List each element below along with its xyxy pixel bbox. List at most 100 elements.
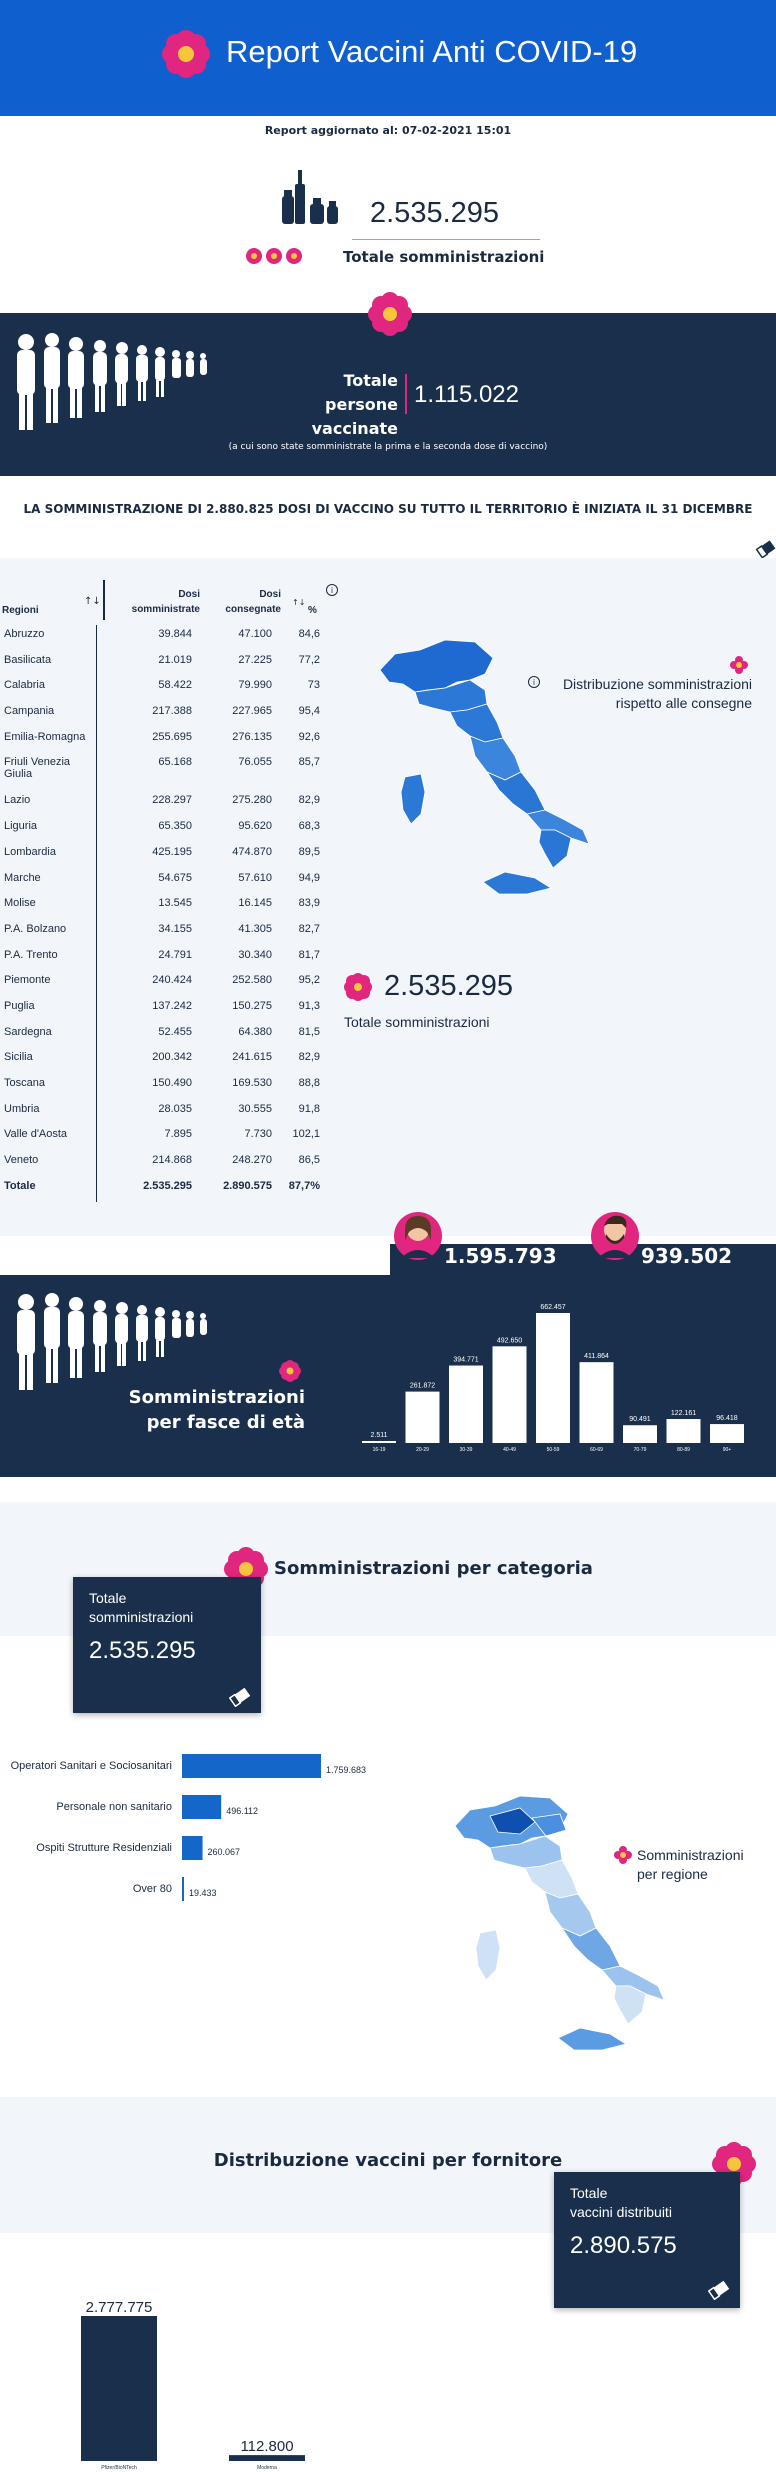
info-icon[interactable]: i [528,676,540,688]
map2-caption: Somministrazioni per regione [637,1846,744,1884]
categoria-total-card: Totale somministrazioni 2.535.295 [73,1577,261,1713]
region-name: Piemonte [0,971,97,997]
region-name: Umbria [0,1099,97,1126]
info-icon[interactable]: i [326,584,338,596]
delivered-doses: 47.100 [238,628,272,640]
percentage: 88,8 [298,1077,320,1089]
age-category-label: 40-49 [503,1447,516,1453]
percentage: 81,5 [298,1025,320,1038]
map1-caption-line1: Distribuzione somministrazioni [562,676,752,692]
given-doses: 7.895 [164,1128,192,1141]
table-row: Marche 54.675 57.610 94,9 [0,868,324,895]
percentage: 83,9 [298,897,320,910]
table-row: Sicilia 200.342 241.615 82,9 [0,1048,324,1074]
age-category-label: 50-59 [547,1447,560,1453]
region-name: Basilicata [0,650,97,677]
delivered-doses: 275.280 [232,794,272,807]
given-doses: 150.490 [152,1077,192,1089]
percentage: 77,2 [298,653,320,666]
flower-icon [614,1846,632,1864]
category-bar-value: 1.759.683 [326,1765,366,1775]
region-name: Campania [0,702,97,728]
region-name: Marche [0,868,97,895]
region-name: Sardegna [0,1022,97,1049]
age-category-label: 90+ [723,1447,732,1453]
region-name: P.A. Trento [0,945,97,972]
total-administrations-value: 2.535.295 [370,197,500,229]
given-doses: 52.455 [158,1025,192,1038]
percentage: 92,6 [298,730,320,743]
vaccinated-section [0,313,776,476]
table-row: Valle d'Aosta 7.895 7.730 102,1 [0,1125,324,1152]
card-label: Totale vaccini distribuiti [570,2184,672,2222]
region-name: Calabria [0,676,97,703]
age-title-line1: Somministrazioni [128,1387,305,1408]
percentage: 89,5 [298,845,320,858]
given-doses: 425.195 [152,845,192,858]
card-label-line2: vaccini distribuiti [570,2204,672,2220]
given-doses: 228.297 [152,794,192,807]
map1-total-label: Totale somministrazioni [344,1014,490,1030]
eraser-icon[interactable] [708,2280,730,2300]
crowd-illustration-icon [17,1293,207,1390]
given-doses: 28.035 [158,1102,192,1115]
sort-icon[interactable]: ↑↓ [84,596,101,607]
table-row: Veneto 214.868 248.270 86,5 [0,1151,324,1177]
percentage: 73 [307,679,320,692]
delivered-doses: 27.225 [238,653,272,666]
age-bar [449,1365,483,1443]
flower-icon [368,292,412,336]
given-doses: 65.168 [158,756,192,769]
age-bar [666,1419,701,1443]
categoria-title: Somministrazioni per categoria [274,1558,593,1579]
category-bar-value: 19.433 [189,1888,217,1898]
category-label: Ospiti Strutture Residenziali [36,1842,172,1854]
vendor-bar-value: 112.800 [240,2438,293,2455]
card-label-line2: somministrazioni [89,1609,194,1625]
th-regions[interactable]: Regioni [2,605,39,616]
rollout-banner: LA SOMMINISTRAZIONE DI 2.880.825 DOSI DI… [23,502,753,516]
map1-caption: Distribuzione somministrazioni rispetto … [540,675,752,713]
eraser-icon[interactable] [756,540,776,558]
age-bar-value: 411.864 [584,1353,609,1360]
percentage: 82,7 [298,922,320,935]
card-label: Totale somministrazioni [89,1589,193,1627]
total-administrations-label: Totale somministrazioni [343,248,545,266]
table-row: P.A. Bolzano 34.155 41.305 82,7 [0,919,324,946]
region-name: Lombardia [0,842,97,869]
age-bar [492,1346,527,1443]
th-delivered-line2: consegnate [225,604,281,615]
female-value: 1.595.793 [444,1244,557,1268]
vendor-category-label: Pfizer/BioNTech [101,2465,137,2471]
sort-icon[interactable]: ↑↓ [292,598,306,607]
given-doses: 58.422 [158,679,192,692]
delivered-doses: 95.620 [238,820,272,833]
given-doses: 34.155 [158,922,192,935]
given-doses: 39.844 [158,628,192,640]
card-value: 2.535.295 [89,1637,196,1664]
region-name: Abruzzo [0,625,97,651]
region-name: Puglia [0,996,97,1023]
age-bar [710,1424,744,1443]
page-title: Report Vaccini Anti COVID-19 [226,34,638,69]
card-value: 2.890.575 [570,2232,677,2259]
table-row: Piemonte 240.424 252.580 95,2 [0,971,324,997]
vendor-bar-chart: 2.777.775 Pfizer/BioNTech 112.800 Moderna [81,2299,305,2471]
percentage: 87,7% [288,1179,320,1192]
delivered-doses: 276.135 [232,730,272,743]
given-doses: 200.342 [152,1051,192,1064]
age-category-label: 60-69 [590,1447,603,1453]
page-header [0,0,776,116]
italy-delivery-map [379,639,590,895]
th-given-line1: Dosi [178,589,200,600]
age-category-label: 80-89 [677,1447,690,1453]
map1-caption-line2: rispetto alle consegne [615,695,752,711]
category-bar [182,1795,222,1819]
eraser-icon[interactable] [229,1687,251,1707]
table-row: Friuli Venezia Giulia 65.168 76.055 85,7 [0,753,324,792]
region-name: Molise [0,894,97,920]
table-row: Toscana 150.490 169.530 88,8 [0,1074,324,1100]
given-doses: 214.868 [152,1154,192,1167]
age-section [0,1275,776,1477]
map2-caption-line1: Somministrazioni [637,1847,744,1863]
